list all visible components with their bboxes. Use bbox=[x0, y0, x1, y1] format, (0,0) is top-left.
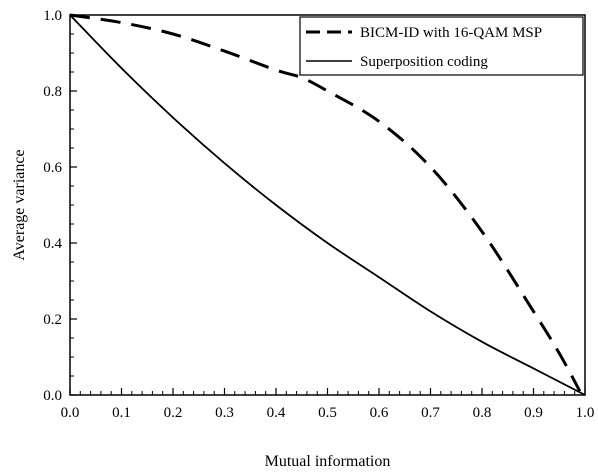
series-line-bicm-id bbox=[69, 13, 582, 392]
x-tick-label: 0.1 bbox=[112, 405, 131, 421]
y-axis-title: Average variance bbox=[11, 149, 28, 260]
y-tick-label: 0.4 bbox=[43, 236, 62, 252]
x-tick-label: 0.9 bbox=[524, 405, 543, 421]
x-tick-label: 0.2 bbox=[164, 405, 183, 421]
legend-box bbox=[299, 16, 584, 76]
x-tick-label: 0.5 bbox=[318, 405, 337, 421]
legend-label-bicm-id: BICM-ID with 16-QAM MSP bbox=[360, 25, 542, 41]
y-tick-label: 0.2 bbox=[43, 312, 62, 328]
x-ticks: 0.0 0.1 0.2 0.3 0.4 0.5 0.6 0.7 0.8 0.9 1.0 bbox=[61, 388, 595, 421]
series-line-superposition bbox=[69, 14, 586, 396]
y-tick-label: 0.0 bbox=[43, 388, 62, 404]
y-ticks: 0.0 0.2 0.4 0.6 0.8 1.0 bbox=[43, 8, 77, 404]
y-tick-label: 0.6 bbox=[43, 160, 62, 176]
x-tick-label: 0.8 bbox=[473, 405, 492, 421]
x-axis-title: Mutual information bbox=[265, 453, 391, 470]
x-tick-label: 0.4 bbox=[267, 405, 286, 421]
x-tick-label: 0.0 bbox=[61, 405, 80, 421]
legend: BICM-ID with 16-QAM MSP Superposition co… bbox=[299, 16, 584, 76]
y-tick-label: 1.0 bbox=[43, 8, 62, 24]
x-tick-label: 0.7 bbox=[421, 405, 440, 421]
series-layer bbox=[69, 13, 586, 396]
x-tick-label: 0.6 bbox=[370, 405, 389, 421]
x-tick-label: 0.3 bbox=[215, 405, 234, 421]
y-tick-label: 0.8 bbox=[43, 84, 62, 100]
legend-label-superposition: Superposition coding bbox=[360, 54, 488, 70]
x-tick-label: 1.0 bbox=[576, 405, 595, 421]
